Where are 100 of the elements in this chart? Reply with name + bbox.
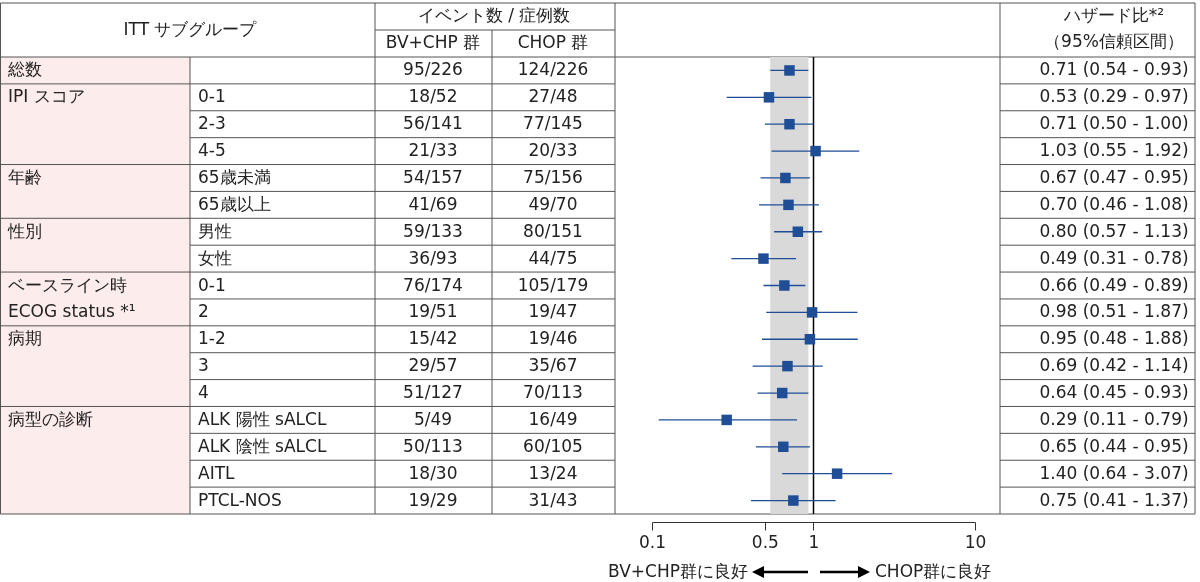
text: 13/24	[528, 462, 578, 483]
x-tick-label: 10	[964, 531, 987, 552]
text: 男性	[198, 220, 232, 241]
text: 80/151	[523, 220, 583, 241]
point	[792, 226, 804, 237]
text: ITT サブグループ	[123, 19, 258, 39]
text: 4-5	[198, 140, 226, 161]
text: CHOP群に良好	[875, 561, 992, 581]
text: ALK 陰性 sALCL	[198, 435, 327, 456]
point	[806, 307, 818, 318]
text: 20/33	[528, 140, 578, 161]
data-label: 1.40 (0.64 - 3.07)	[1039, 462, 1189, 483]
text: 性別	[7, 220, 42, 241]
data-label: 0.98 (0.51 - 1.87)	[1039, 301, 1189, 322]
text: BV+CHP 群	[385, 32, 481, 52]
data-label: 0.53 (0.29 - 0.97)	[1039, 86, 1189, 107]
x-tick-label: 0.5	[751, 531, 779, 552]
text: 31/43	[528, 489, 578, 510]
data-label: 1.03 (0.55 - 1.92)	[1039, 140, 1189, 161]
x-tick-label: 1	[808, 531, 820, 552]
data-label: 0.66 (0.49 - 0.89)	[1039, 274, 1189, 295]
text: （95%信頼区間）	[1044, 31, 1184, 51]
text: 女性	[198, 247, 232, 268]
text: 51/127	[403, 382, 463, 403]
point	[810, 145, 821, 157]
point	[804, 334, 816, 345]
text: 15/42	[408, 328, 458, 349]
text: IPI スコア	[8, 86, 85, 107]
text: 21/33	[408, 140, 458, 161]
text: 76/174	[403, 274, 463, 295]
text: イベント数 / 症例数	[417, 5, 571, 25]
data-label: 0.65 (0.44 - 0.95)	[1039, 435, 1189, 456]
text: 0-1	[198, 274, 226, 295]
text: 36/93	[408, 247, 458, 268]
point	[778, 441, 789, 453]
data-label: 0.49 (0.31 - 0.78)	[1039, 247, 1189, 268]
text: 18/52	[408, 86, 458, 107]
text: 年齢	[8, 166, 42, 187]
text: 19/46	[528, 328, 578, 349]
point	[776, 387, 788, 399]
text: 5/49	[413, 408, 453, 429]
data-label: 0.95 (0.48 - 1.88)	[1039, 328, 1189, 349]
text: 病期	[8, 328, 42, 349]
text: 2	[198, 301, 209, 322]
point	[784, 118, 795, 130]
point	[780, 172, 791, 184]
text: BV+CHP群に良好	[608, 561, 748, 581]
text: 75/156	[523, 166, 583, 187]
text: 35/67	[528, 355, 578, 376]
text: 70/113	[523, 382, 583, 403]
text: AITL	[198, 462, 236, 483]
data-label: 0.69 (0.42 - 1.14)	[1039, 355, 1189, 376]
text: 2-3	[198, 113, 226, 134]
text: 65歳以上	[198, 193, 271, 214]
text: 27/48	[528, 86, 578, 107]
text: 19/51	[408, 301, 458, 322]
data-label: 0.75 (0.41 - 1.37)	[1039, 489, 1189, 510]
text: 59/133	[403, 220, 463, 241]
text: 54/157	[403, 166, 463, 187]
text: PTCL-NOS	[198, 489, 282, 510]
text: 29/57	[408, 355, 458, 376]
point	[784, 65, 795, 76]
point	[782, 360, 793, 372]
text: 44/75	[528, 247, 578, 268]
text: 60/105	[523, 435, 583, 456]
point	[788, 495, 799, 506]
text: 77/145	[523, 113, 583, 134]
text: 105/179	[517, 274, 589, 295]
data-label: 0.80 (0.57 - 1.13)	[1039, 220, 1189, 241]
text: ハザード比*²	[1062, 5, 1165, 25]
text: 4	[198, 382, 209, 403]
data-label: 0.64 (0.45 - 0.93)	[1039, 382, 1189, 403]
text: 56/141	[403, 113, 463, 134]
point	[783, 199, 794, 211]
text: 49/70	[528, 193, 578, 214]
text: 124/226	[517, 59, 589, 80]
text: CHOP 群	[517, 32, 589, 52]
text: 19/47	[528, 301, 578, 322]
text: ALK 陽性 sALCL	[198, 408, 327, 429]
text: ECOG status *¹	[8, 301, 136, 322]
data-label: 0.70 (0.46 - 1.08)	[1039, 193, 1189, 214]
data-label: 0.71 (0.54 - 0.93)	[1039, 59, 1189, 80]
text: 総数	[7, 59, 42, 80]
text: 1-2	[198, 328, 226, 349]
text: 病型の診断	[8, 408, 93, 429]
text: 50/113	[403, 435, 463, 456]
text: ベースライン時	[8, 274, 127, 295]
x-tick-label: 0.1	[638, 531, 667, 552]
data-label: 0.71 (0.50 - 1.00)	[1039, 113, 1189, 134]
text: 95/226	[403, 59, 463, 80]
data-label: 0.29 (0.11 - 0.79)	[1039, 408, 1189, 429]
text: 65歳未満	[198, 166, 271, 187]
text: 3	[198, 355, 209, 376]
point	[779, 280, 790, 291]
data-label: 0.67 (0.47 - 0.95)	[1039, 166, 1189, 187]
text: 19/29	[408, 489, 458, 510]
text: 41/69	[408, 193, 458, 214]
text: 16/49	[528, 408, 578, 429]
text: 18/30	[408, 462, 458, 483]
text: 0-1	[198, 86, 226, 107]
